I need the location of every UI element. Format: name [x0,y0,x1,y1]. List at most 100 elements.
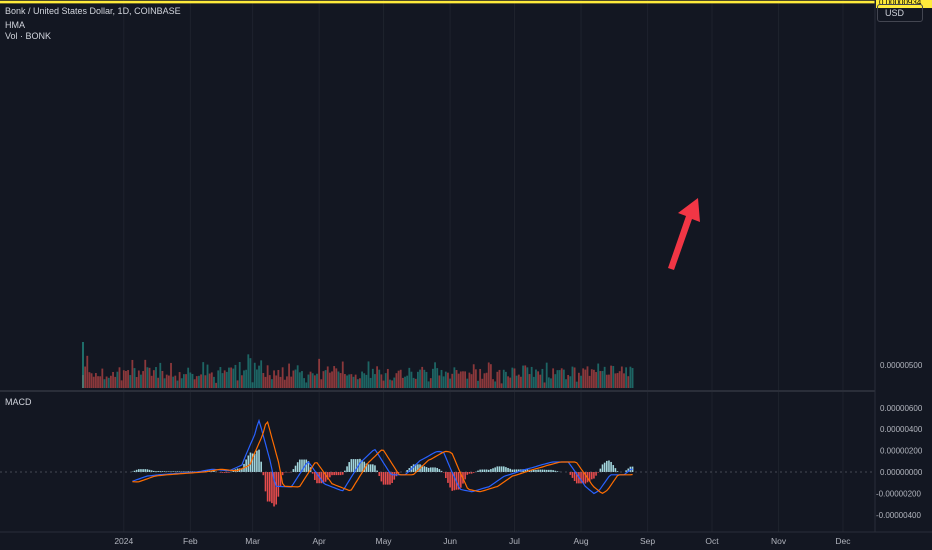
volume-bar [152,370,155,388]
volume-bar [350,374,353,388]
time-tick-label: Nov [771,536,787,546]
volume-bar [605,374,608,388]
signal-line [132,420,633,494]
volume-bar [228,367,230,388]
volume-bars [82,342,634,388]
volume-bar [532,376,535,388]
macd-hist-bar [449,472,451,488]
volume-bar [586,366,589,388]
symbol-title[interactable]: Bonk / United States Dollar, 1D, COINBAS… [5,6,181,16]
time-axis[interactable]: 2024 Feb Mar Apr May Jun Jul Aug Sep Oct Nov Dec [0,531,932,546]
volume-bar [309,371,312,388]
volume-bar [584,369,587,388]
volume-bar [419,369,421,388]
volume-bar [174,375,177,388]
time-tick-label: Mar [245,536,260,546]
volume-bar [198,375,200,388]
macd-hist-bar [305,459,308,472]
volume-bar [195,376,198,388]
time-tick-label: Aug [573,536,588,546]
volume-bar [453,367,456,388]
macd-hist-bar [168,471,170,472]
volume-bar [234,364,237,388]
volume-bar [204,375,207,388]
volume-bar [449,378,451,388]
currency-selector[interactable]: USD [877,4,923,22]
volume-bar [397,370,400,388]
macd-hist-bar [423,466,426,472]
volume-bar [129,375,132,388]
volume-bar [352,376,355,388]
volume-bar [296,365,299,388]
volume-bar [468,372,471,388]
volume-bar [112,371,114,388]
volume-bar [318,358,321,388]
macd-hist-bar [191,471,194,472]
macd-hist-bar [301,459,303,472]
macd-hist-bar [382,472,385,485]
volume-bar [365,374,368,388]
volume-bar [172,376,175,388]
volume-bar [625,367,628,388]
volume-bar [232,368,235,388]
macd-hist-bar [161,471,164,472]
volume-bar [406,375,409,388]
volume-bar [191,373,194,388]
volume-bar [393,377,396,388]
volume-bar [601,371,604,388]
volume-bar [131,359,134,388]
volume-bar [101,368,104,388]
volume-bar [249,358,252,388]
macd-hist-bar [526,469,529,472]
volume-bar [380,374,383,388]
volume-bar [384,373,387,388]
volume-bar [107,377,110,388]
macd-hist-bar [187,471,189,472]
volume-bar [202,362,205,388]
macd-hist-bar [545,469,548,472]
grid-lines [123,0,844,532]
volume-bar [326,366,329,388]
time-tick-label: Oct [705,536,719,546]
volume-bar [481,378,484,388]
macd-hist-bar [597,472,600,473]
macd-hist-bar [543,469,546,472]
volume-bar [515,375,518,388]
up-arrow-annotation [668,198,700,270]
price-axis[interactable]: 0.000050000.000045000.000040000.00003500… [835,0,932,550]
volume-bar [599,371,602,388]
macd-hist-bar [266,472,269,502]
volume-bar [311,373,314,388]
volume-bar [236,380,239,388]
macd-hist-bar [614,468,617,472]
volume-bar [496,371,499,388]
volume-bar [281,367,284,388]
macd-hist-bar [468,472,471,474]
trendlines[interactable] [0,0,875,4]
macd-hist-bar [311,472,314,474]
macd-legend[interactable]: MACD [5,397,32,407]
volume-bar [320,379,323,388]
macd-hist-bar [481,469,484,472]
volume-bar [623,373,625,388]
volume-bar [502,369,505,388]
macd-hist-bar [183,471,185,472]
macd-hist-bar [133,470,136,472]
macd-hist-bar [138,469,140,472]
hma-legend[interactable]: HMA [5,20,25,30]
macd-hist-bar [438,469,441,472]
volume-legend[interactable]: Vol · BONK [5,31,52,41]
volume-bar [509,377,512,388]
macd-hist-bar [590,472,593,480]
macd-hist-bar [500,466,503,472]
macd-hist-bar [393,472,396,480]
macd-hist-bar [616,471,619,472]
macd-hist-bar [303,459,305,472]
macd-hist-bar [517,469,520,472]
macd-hist-bar [316,472,318,484]
time-tick-label: Feb [183,536,198,546]
macd-hist-bar [436,467,439,472]
volume-bar [610,365,612,388]
volume-bar [303,378,306,388]
